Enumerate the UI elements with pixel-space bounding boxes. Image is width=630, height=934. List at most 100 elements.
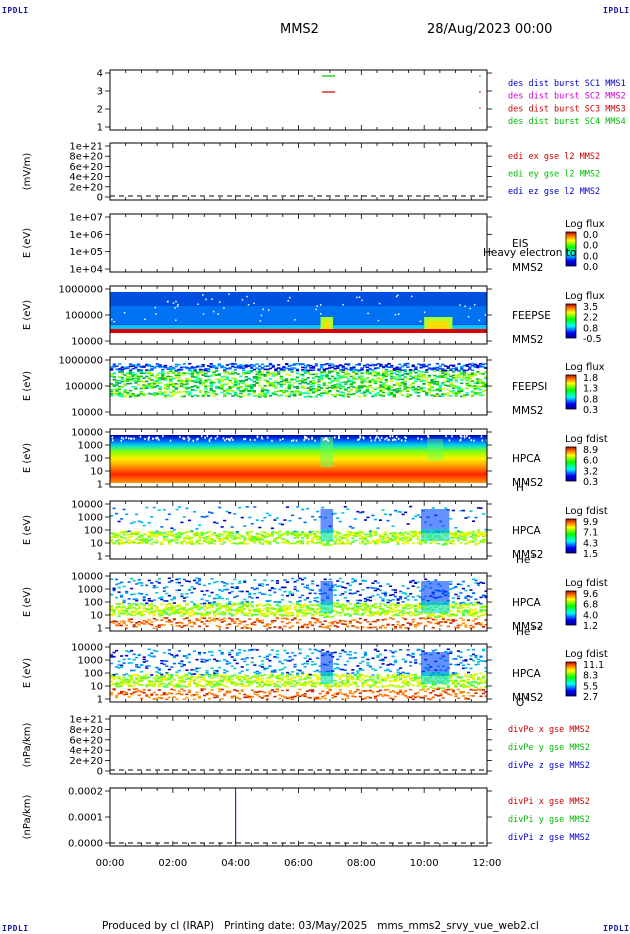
spectrogram-pixel: [356, 532, 360, 535]
spectrogram-pixel: [298, 611, 302, 614]
spectrogram-pixel: [217, 364, 222, 367]
spectrogram-pixel: [464, 597, 468, 599]
spectrogram-pixel: [231, 382, 235, 385]
spectrogram-pixel: [209, 389, 213, 391]
spectrogram-pixel: [295, 530, 300, 533]
spectrogram-pixel: [446, 394, 450, 397]
spectrogram-pixel: [394, 595, 398, 598]
spectrogram-pixel: [238, 606, 242, 609]
spectrogram-pixel: [268, 378, 273, 380]
spectrogram-pixel: [410, 295, 413, 298]
spectrogram-pixel: [260, 593, 264, 595]
spectrogram-pixel: [172, 540, 176, 542]
spectrogram-pixel: [255, 377, 259, 380]
spectrogram-pixel: [416, 602, 420, 605]
spectrogram-pixel: [368, 615, 372, 617]
spectrogram-pixel: [456, 583, 460, 586]
spectrogram-pixel: [170, 534, 174, 537]
spectrogram-pixel: [160, 619, 164, 621]
spectrogram-pixel: [476, 366, 480, 369]
spectrogram-pixel: [357, 387, 362, 389]
spectrogram-pixel: [175, 612, 179, 614]
spectrogram-pixel: [371, 371, 375, 373]
spectrogram-pixel: [373, 388, 378, 391]
spectrogram-pixel: [219, 301, 221, 303]
spectrogram-pixel: [316, 604, 320, 606]
spectrogram-pixel: [373, 603, 378, 605]
spectrogram-pixel: [352, 386, 356, 389]
spectrogram-pixel: [233, 394, 238, 396]
spectrogram-pixel: [346, 600, 350, 603]
spectrogram-pixel: [323, 616, 327, 619]
spectrogram-pixel: [409, 505, 413, 508]
spectrogram-pixel: [303, 370, 308, 373]
spectrogram-pixel: [390, 375, 394, 378]
spectrogram-pixel: [268, 599, 272, 602]
spectrogram-pixel: [145, 364, 149, 367]
spectrogram-pixel: [283, 607, 287, 609]
spectrogram-pixel: [306, 395, 310, 398]
spectrogram-pixel: [474, 542, 478, 545]
spectrogram-pixel: [311, 614, 315, 616]
spectrogram-pixel: [172, 538, 176, 541]
spectrogram-pixel: [142, 614, 146, 616]
spectrogram-pixel: [278, 522, 282, 525]
spectrogram-pixel: [288, 604, 292, 607]
spectrogram-pixel: [136, 365, 141, 367]
spectrogram-pixel: [228, 606, 232, 609]
spectrogram-pixel: [247, 393, 251, 395]
spectrogram-pixel: [218, 533, 222, 535]
spectrogram-pixel: [303, 366, 308, 369]
spectrogram-pixel: [306, 609, 310, 611]
spectrogram-pixel: [192, 535, 197, 537]
spectrogram-pixel: [309, 388, 313, 391]
spectrogram-pixel: [132, 579, 136, 582]
spectrogram-pixel: [130, 522, 134, 525]
spectrogram-pixel: [202, 609, 207, 611]
spectrogram-pixel: [247, 384, 251, 387]
spectrogram-pixel: [120, 394, 125, 396]
spectrogram-pixel: [196, 378, 200, 381]
spectrogram-pixel: [366, 535, 370, 538]
spectrogram-pixel: [258, 541, 262, 544]
spectrogram-pixel: [387, 394, 391, 396]
spectrogram-pixel: [379, 388, 383, 391]
spectrogram-pixel: [476, 371, 480, 373]
spectrogram-pixel: [298, 363, 302, 365]
spectrogram-pixel: [427, 387, 432, 390]
spectrogram-pixel: [165, 620, 169, 623]
spectrogram-pixel: [474, 579, 478, 582]
spectrogram-pixel: [288, 532, 292, 535]
spectrogram-pixel: [298, 533, 302, 536]
spectrogram-pixel: [128, 378, 133, 381]
spectrogram-pixel: [361, 299, 363, 302]
spectrogram-pixel: [215, 366, 219, 369]
spectrogram-pixel: [285, 581, 290, 584]
spectrogram-pixel: [271, 371, 275, 374]
spectrogram-pixel: [202, 613, 207, 615]
spectrogram-pixel: [438, 386, 442, 388]
spectrogram-pixel: [459, 604, 463, 606]
spectrogram-pixel: [298, 606, 302, 609]
colorbar-tick-label: 1.3: [583, 384, 598, 395]
spectrogram-pixel: [457, 391, 461, 393]
spectrogram-pixel: [243, 612, 247, 614]
spectrogram-pixel: [406, 613, 410, 616]
spectrogram-pixel: [341, 541, 345, 543]
spectrogram-pixel: [416, 531, 420, 534]
spectrogram-pixel: [142, 606, 146, 609]
spectrogram-pixel: [287, 383, 292, 386]
spectrogram-pixel: [169, 365, 173, 368]
spectrogram-pixel: [363, 608, 367, 611]
spectrogram-pixel: [306, 370, 310, 372]
spectrogram-pixel: [356, 296, 358, 299]
spectrogram-pixel: [182, 386, 186, 389]
spectrogram-pixel: [461, 435, 463, 438]
spectrogram-pixel: [355, 364, 359, 366]
spectrogram-pixel: [338, 606, 342, 609]
spectrogram-pixel: [172, 609, 176, 612]
spectrogram-pixel: [357, 375, 362, 378]
spectrogram-pixel: [317, 393, 321, 396]
spectrogram-pixel: [344, 381, 348, 383]
spectrogram-pixel: [228, 540, 232, 542]
